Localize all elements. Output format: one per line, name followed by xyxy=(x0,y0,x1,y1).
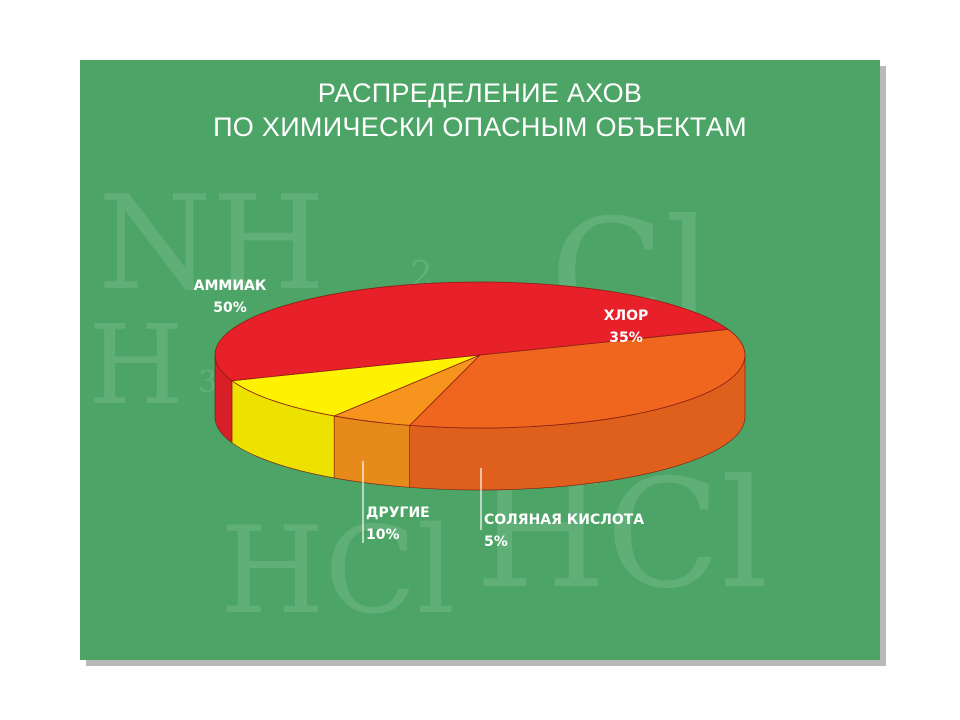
pie-slice-аммиак xyxy=(214,281,730,382)
slice-value-аммиак: 50% xyxy=(213,300,247,316)
chart-title-line-1: РАСПРЕДЕЛЕНИЕ АХОВ xyxy=(317,78,643,108)
slice-value-соляная-кислота: 5% xyxy=(484,534,508,550)
slice-value-хлор: 35% xyxy=(609,330,643,346)
watermark-hcl-left: HCl xyxy=(220,502,455,641)
chart-title-line-2: ПО ХИМИЧЕСКИ ОПАСНЫМ ОБЪЕКТАМ xyxy=(213,112,747,142)
watermark-h3-subscript: 3 xyxy=(198,365,218,400)
slice-label-аммиак: АММИАК xyxy=(194,278,267,294)
watermark-h3: H xyxy=(88,301,184,429)
pie-chart: АММИАК 50% ХЛОР 35% СОЛЯНАЯ КИСЛОТА 5% ДРУГИЕ 1… xyxy=(194,278,746,550)
chart-panel: NH 2 H 3 Cl HCl HCl РАСПРЕДЕЛЕНИЕ АХОВ П… xyxy=(80,60,880,660)
slice-label-соляная-кислота: СОЛЯНАЯ КИСЛОТА xyxy=(484,512,644,528)
slice-label-другие: ДРУГИЕ xyxy=(366,505,430,521)
pie-slice-другие xyxy=(230,354,481,417)
watermark-nh: NH xyxy=(98,167,326,319)
pie-side-соляная-кислота xyxy=(333,415,410,488)
slice-value-другие: 10% xyxy=(366,527,400,543)
slice-label-хлор: ХЛОР xyxy=(604,308,649,324)
